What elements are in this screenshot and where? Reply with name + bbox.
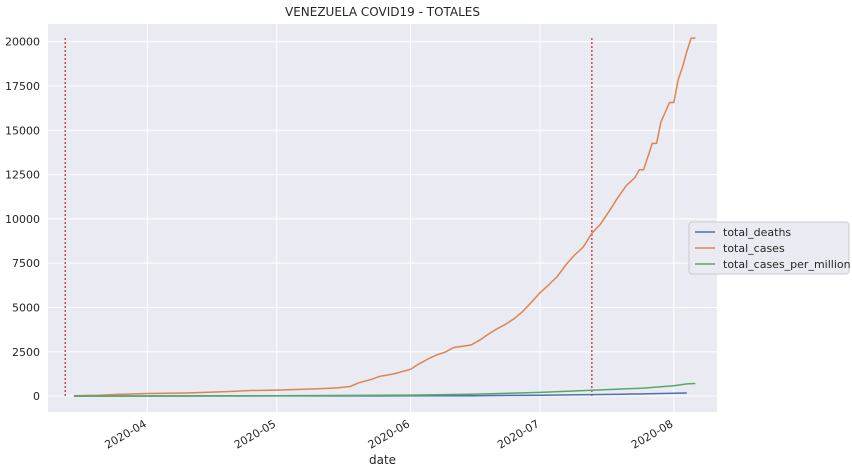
x-axis-ticks: 2020-04 2020-05 2020-06 2020-07 2020-08 (102, 417, 675, 451)
y-axis-ticks: 0 2500 5000 7500 10000 12500 15000 17500 20000 (5, 36, 40, 403)
y-tick-label: 2500 (12, 346, 40, 359)
series-line-total-cases (73, 37, 696, 397)
y-tick-label: 12500 (5, 169, 40, 182)
x-tick-label: 2020-05 (232, 417, 278, 451)
legend-label: total_cases_per_million (723, 258, 851, 271)
x-tick-label: 2020-06 (366, 417, 412, 451)
y-tick-label: 17500 (5, 80, 40, 93)
y-tick-label: 7500 (12, 257, 40, 270)
y-tick-label: 5000 (12, 301, 40, 314)
y-gridlines (48, 41, 717, 397)
y-tick-label: 0 (33, 390, 40, 403)
x-tick-label: 2020-04 (102, 417, 148, 451)
chart-title: VENEZUELA COVID19 - TOTALES (285, 5, 480, 19)
y-tick-label: 10000 (5, 213, 40, 226)
plot-area (48, 24, 717, 412)
legend: total_deaths total_cases total_cases_per_m… (688, 221, 851, 275)
x-gridlines (146, 24, 675, 412)
series-line-total-cases-per-million (73, 382, 696, 397)
y-tick-label: 15000 (5, 124, 40, 137)
x-axis-label: date (369, 453, 396, 467)
x-tick-label: 2020-07 (495, 417, 541, 451)
series-lines (73, 37, 696, 397)
x-tick-label: 2020-08 (629, 417, 675, 451)
legend-label: total_cases (723, 242, 785, 255)
y-tick-label: 20000 (5, 36, 40, 49)
legend-label: total_deaths (723, 226, 791, 239)
legend-box (688, 221, 850, 275)
